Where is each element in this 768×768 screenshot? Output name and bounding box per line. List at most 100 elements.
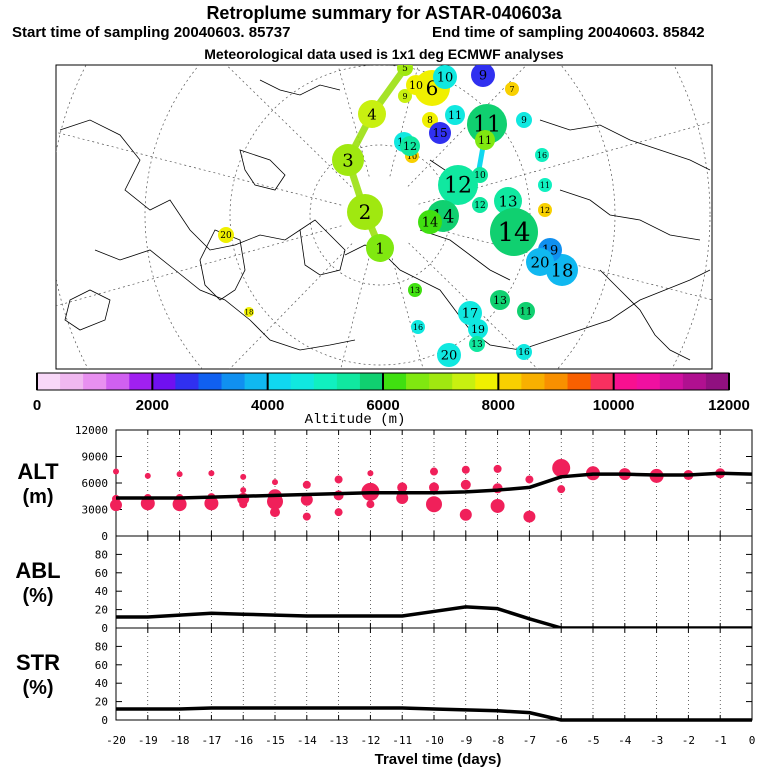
altitude-dot bbox=[397, 482, 408, 493]
plume-cluster: 15 bbox=[429, 122, 451, 144]
x-tick-label: -4 bbox=[618, 734, 632, 747]
y-tick-label: 60 bbox=[95, 659, 108, 672]
altitude-dot bbox=[302, 512, 311, 521]
altitude-dot bbox=[557, 485, 566, 494]
altitude-dot bbox=[270, 507, 280, 518]
altitude-dot bbox=[144, 472, 151, 479]
y-tick-label: 40 bbox=[95, 585, 108, 598]
plume-cluster: 13 bbox=[490, 290, 510, 310]
colorbar-tick-label: 4000 bbox=[251, 397, 284, 414]
panel-label: ALT bbox=[17, 459, 59, 484]
y-tick-label: 9000 bbox=[82, 451, 109, 464]
plume-cluster: 14 bbox=[418, 210, 442, 234]
x-tick-label: -19 bbox=[138, 734, 158, 747]
y-tick-label: 6000 bbox=[82, 477, 109, 490]
colorbar-swatch bbox=[452, 373, 476, 390]
panel-unit: (%) bbox=[22, 585, 53, 607]
x-tick-label: -16 bbox=[233, 734, 253, 747]
plume-cluster-marker bbox=[438, 165, 478, 205]
altitude-dot bbox=[172, 497, 187, 512]
plume-cluster-label: 10 bbox=[437, 71, 454, 86]
plume-cluster: 2 bbox=[347, 194, 383, 230]
colorbar-swatch bbox=[498, 373, 522, 390]
colorbar-tick-label: 0 bbox=[33, 397, 41, 414]
colorbar-swatch bbox=[175, 373, 199, 390]
x-tick-label: -7 bbox=[523, 734, 536, 747]
colorbar-swatch bbox=[129, 373, 153, 390]
end-time-label: End time of sampling 20040603. 85842 bbox=[432, 24, 705, 41]
plume-cluster-marker bbox=[397, 65, 413, 76]
colorbar-swatch bbox=[475, 373, 499, 390]
plume-cluster-label: 15 bbox=[432, 126, 447, 140]
plume-cluster: 10 bbox=[433, 65, 457, 89]
panel-unit: (%) bbox=[22, 677, 53, 699]
altitude-dot bbox=[426, 496, 442, 513]
colorbar-swatch bbox=[636, 373, 661, 390]
plume-cluster-marker bbox=[218, 227, 234, 243]
plume-cluster-marker bbox=[437, 343, 461, 367]
colorbar-swatch bbox=[682, 373, 707, 390]
colorbar-swatch bbox=[429, 373, 453, 390]
plume-cluster-marker bbox=[505, 82, 519, 96]
plume-cluster: 10 bbox=[472, 167, 488, 183]
plume-cluster: 9 bbox=[516, 112, 532, 128]
chart-title: Retroplume summary for ASTAR-040603a bbox=[206, 3, 562, 23]
colorbar-swatch bbox=[590, 373, 615, 390]
map-coastlines bbox=[59, 79, 711, 361]
plume-cluster-label: 20 bbox=[530, 253, 549, 271]
x-tick-label: -3 bbox=[650, 734, 663, 747]
altitude-dot bbox=[523, 510, 536, 523]
x-tick-label: -1 bbox=[714, 734, 727, 747]
plume-cluster-label: 11 bbox=[520, 307, 533, 318]
plume-cluster-label: 16 bbox=[413, 323, 423, 332]
altitude-dot bbox=[176, 471, 183, 478]
plume-cluster-label: 20 bbox=[220, 231, 232, 241]
plume-cluster-marker bbox=[411, 320, 425, 334]
altitude-dot bbox=[460, 479, 471, 490]
altitude-dot bbox=[334, 475, 343, 484]
plume-cluster: 11 bbox=[475, 130, 495, 150]
plume-cluster-marker bbox=[347, 194, 383, 230]
plume-cluster: 16 bbox=[535, 148, 549, 162]
altitude-dot bbox=[430, 467, 438, 476]
colorbar-swatch bbox=[659, 373, 684, 390]
plume-cluster-label: 3 bbox=[342, 150, 353, 171]
plume-cluster: 1 bbox=[366, 234, 394, 262]
colorbar-swatch bbox=[37, 373, 61, 390]
x-tick-label: -10 bbox=[424, 734, 444, 747]
plume-cluster: 11 bbox=[517, 302, 535, 320]
plume-cluster-label: 18 bbox=[245, 308, 254, 316]
altitude-dot bbox=[110, 499, 122, 512]
altitude-dot bbox=[113, 468, 119, 475]
plume-cluster-marker bbox=[408, 283, 422, 297]
plume-cluster-marker bbox=[366, 234, 394, 262]
plume-cluster-label: 11 bbox=[478, 134, 492, 147]
plume-cluster-marker bbox=[471, 65, 495, 87]
y-tick-label: 80 bbox=[95, 640, 108, 653]
plume-cluster-label: 19 bbox=[471, 323, 485, 336]
plume-cluster-label: 2 bbox=[359, 200, 372, 224]
plume-cluster-marker bbox=[418, 210, 442, 234]
plume-cluster-label: 12 bbox=[444, 174, 472, 199]
altitude-dot bbox=[461, 465, 470, 474]
y-tick-label: 12000 bbox=[75, 424, 108, 437]
y-tick-label: 40 bbox=[95, 677, 108, 690]
colorbar-swatch bbox=[336, 373, 361, 390]
colorbar-swatch bbox=[359, 373, 384, 390]
altitude-dot bbox=[204, 496, 219, 511]
panel-label: ABL bbox=[15, 558, 60, 583]
plume-cluster-label: 5 bbox=[402, 64, 408, 74]
plume-cluster-label: 20 bbox=[441, 349, 458, 364]
x-tick-label: -8 bbox=[491, 734, 504, 747]
plume-cluster-label: 9 bbox=[402, 92, 407, 101]
x-tick-label: -9 bbox=[459, 734, 472, 747]
altitude-dot bbox=[334, 508, 343, 517]
altitude-dot bbox=[493, 464, 502, 473]
plume-cluster-label: 1 bbox=[375, 239, 385, 257]
colorbar-tick-label: 8000 bbox=[482, 397, 515, 414]
altitude-dot bbox=[302, 480, 311, 489]
x-tick-label: -20 bbox=[106, 734, 126, 747]
altitude-dot bbox=[552, 458, 571, 477]
plume-cluster-label: 9 bbox=[521, 116, 527, 126]
altitude-dot bbox=[459, 508, 472, 521]
